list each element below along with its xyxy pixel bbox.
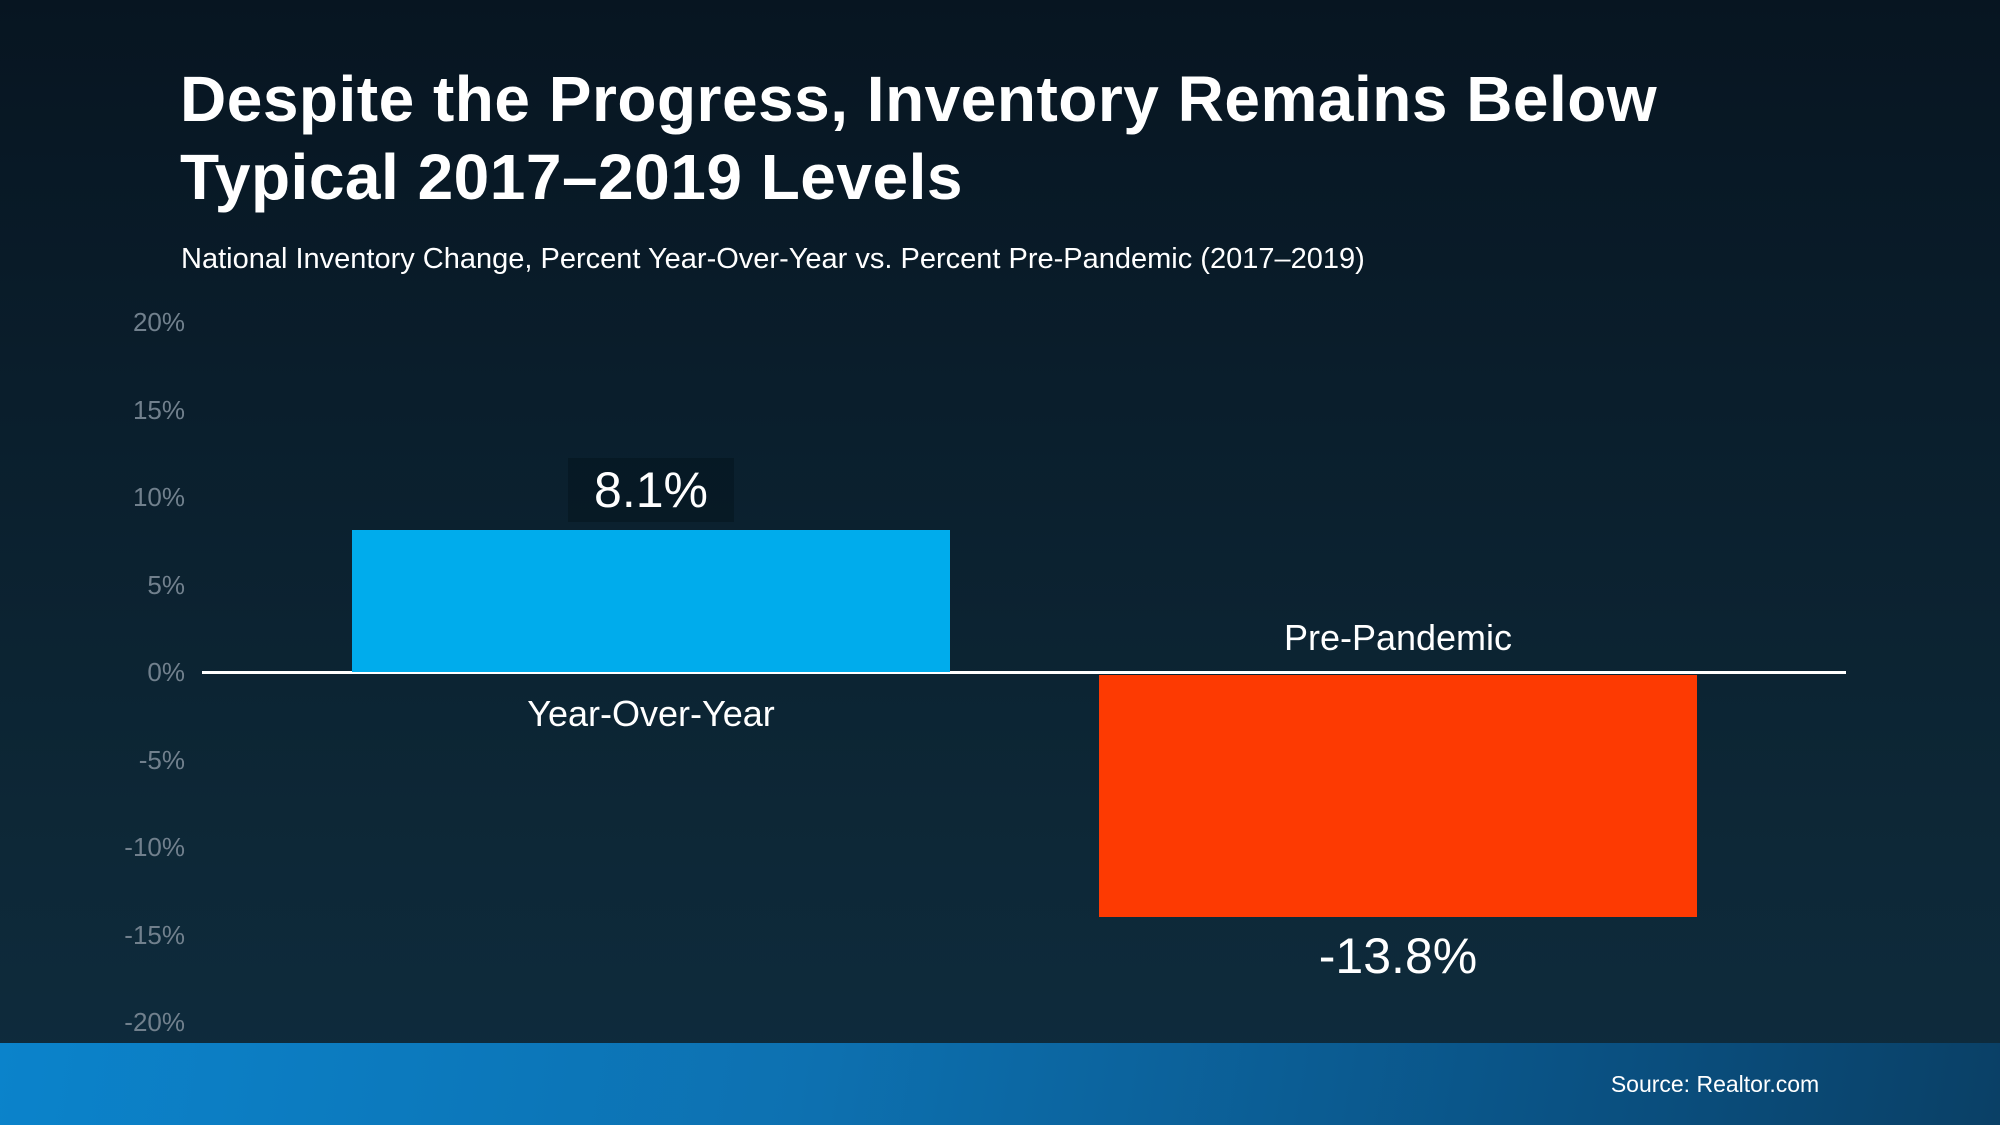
zero-axis-line: [202, 671, 1846, 674]
y-axis-tick-label: -15%: [124, 919, 185, 950]
y-axis-tick-label: 0%: [147, 657, 185, 687]
chart-title: Despite the Progress, Inventory Remains …: [180, 60, 1880, 216]
y-axis-tick-label: 5%: [147, 569, 185, 600]
y-axis-tick-label: -5%: [138, 744, 185, 775]
footer-strip: [0, 1043, 2000, 1125]
bar-category-label: Pre-Pandemic: [1283, 617, 1513, 658]
bar-year-over-year: [352, 530, 950, 672]
bar-value-label: 8.1%: [352, 458, 950, 523]
y-axis-tick-label: 20%: [132, 307, 185, 337]
bar-value-label: -13.8%: [1099, 928, 1697, 984]
plot-area: 8.1% Year-Over-Year -13.8% Pre-Pandemic: [202, 322, 1846, 1022]
y-axis-tick-label: 10%: [132, 482, 185, 512]
bar-pre-pandemic: [1099, 675, 1697, 917]
y-axis-tick-labels: 20% 15% 10% 5% 0% -5% -10% -15% -20%: [60, 309, 185, 1035]
chart-subtitle: National Inventory Change, Percent Year-…: [181, 243, 1365, 275]
bar-value-text: -13.8%: [1318, 927, 1478, 984]
bar-category-label: Year-Over-Year: [527, 693, 775, 734]
chart-title-line-1: Despite the Progress, Inventory Remains …: [180, 63, 1658, 135]
y-axis-tick-label: 15%: [132, 394, 185, 425]
source-attribution: Source: Realtor.com: [1610, 1070, 1820, 1097]
bar-value-text: 8.1%: [568, 458, 734, 523]
y-axis-tick-label: -10%: [124, 832, 185, 862]
y-axis-tick-label: -20%: [124, 1007, 185, 1037]
chart-title-line-2: Typical 2017–2019 Levels: [180, 141, 963, 213]
